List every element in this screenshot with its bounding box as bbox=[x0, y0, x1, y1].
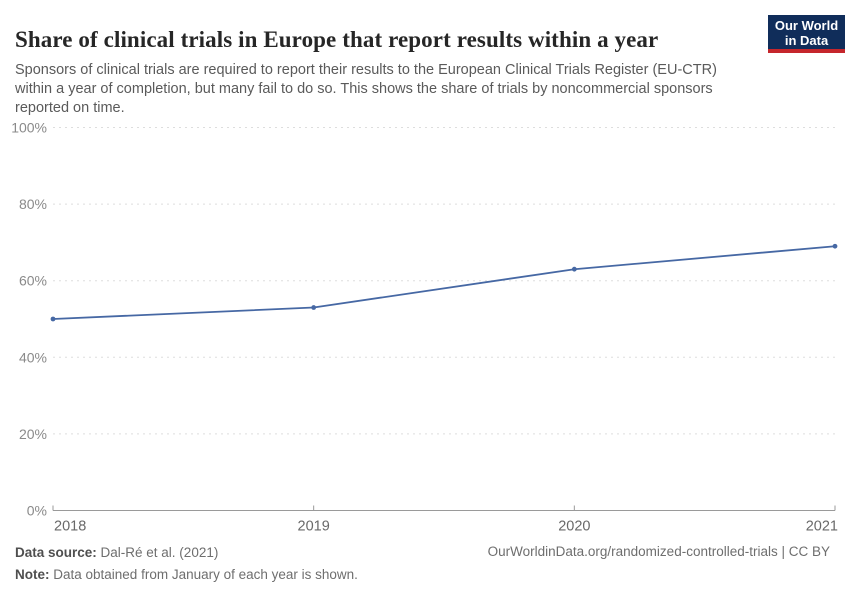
chart-subtitle: Sponsors of clinical trials are required… bbox=[15, 61, 717, 116]
y-gridlines bbox=[53, 127, 835, 511]
x-axis-labels: 2018 2019 2020 2021 bbox=[54, 519, 838, 535]
page-title: Share of clinical trials in Europe that … bbox=[15, 27, 659, 53]
data-points bbox=[50, 243, 838, 322]
x-tick-label: 2019 bbox=[298, 519, 330, 535]
y-tick-label: 20% bbox=[19, 426, 47, 442]
y-tick-label: 100% bbox=[11, 120, 47, 136]
line-chart: 0% 20% 40% 60% 80% 100% 2018 2019 2020 2021 bbox=[11, 120, 838, 535]
footer-citation-link[interactable]: OurWorldinData.org/randomized-controlled… bbox=[487, 544, 830, 559]
y-tick-label: 40% bbox=[19, 349, 47, 365]
y-tick-label: 60% bbox=[19, 273, 47, 289]
data-point bbox=[832, 243, 838, 249]
y-tick-label: 80% bbox=[19, 196, 47, 212]
owid-logo: Our World in Data bbox=[768, 15, 845, 53]
data-source-label: Data source: bbox=[15, 545, 97, 560]
data-point bbox=[311, 305, 317, 310]
data-source-value: Dal-Ré et al. (2021) bbox=[96, 545, 219, 560]
note-line: Note: Data obtained from January of each… bbox=[15, 564, 358, 586]
x-tick-label: 2020 bbox=[558, 519, 590, 535]
y-tick-label: 0% bbox=[27, 503, 47, 519]
owid-logo-line1: Our World bbox=[774, 17, 839, 33]
note-value: Data obtained from January of each year … bbox=[49, 567, 358, 582]
data-source-line: Data source: Dal-Ré et al. (2021) bbox=[15, 542, 358, 564]
note-label: Note: bbox=[15, 567, 50, 582]
footer-left: Data source: Dal-Ré et al. (2021) Note: … bbox=[15, 542, 358, 586]
x-tick-label: 2018 bbox=[54, 519, 86, 535]
data-point bbox=[50, 316, 56, 322]
x-tick-label: 2021 bbox=[806, 519, 838, 535]
owid-logo-line2: in Data bbox=[784, 32, 829, 48]
trend-line bbox=[52, 245, 836, 320]
data-point bbox=[571, 266, 577, 272]
x-axis-ticks bbox=[52, 505, 836, 511]
y-axis-labels: 0% 20% 40% 60% 80% 100% bbox=[11, 120, 47, 519]
